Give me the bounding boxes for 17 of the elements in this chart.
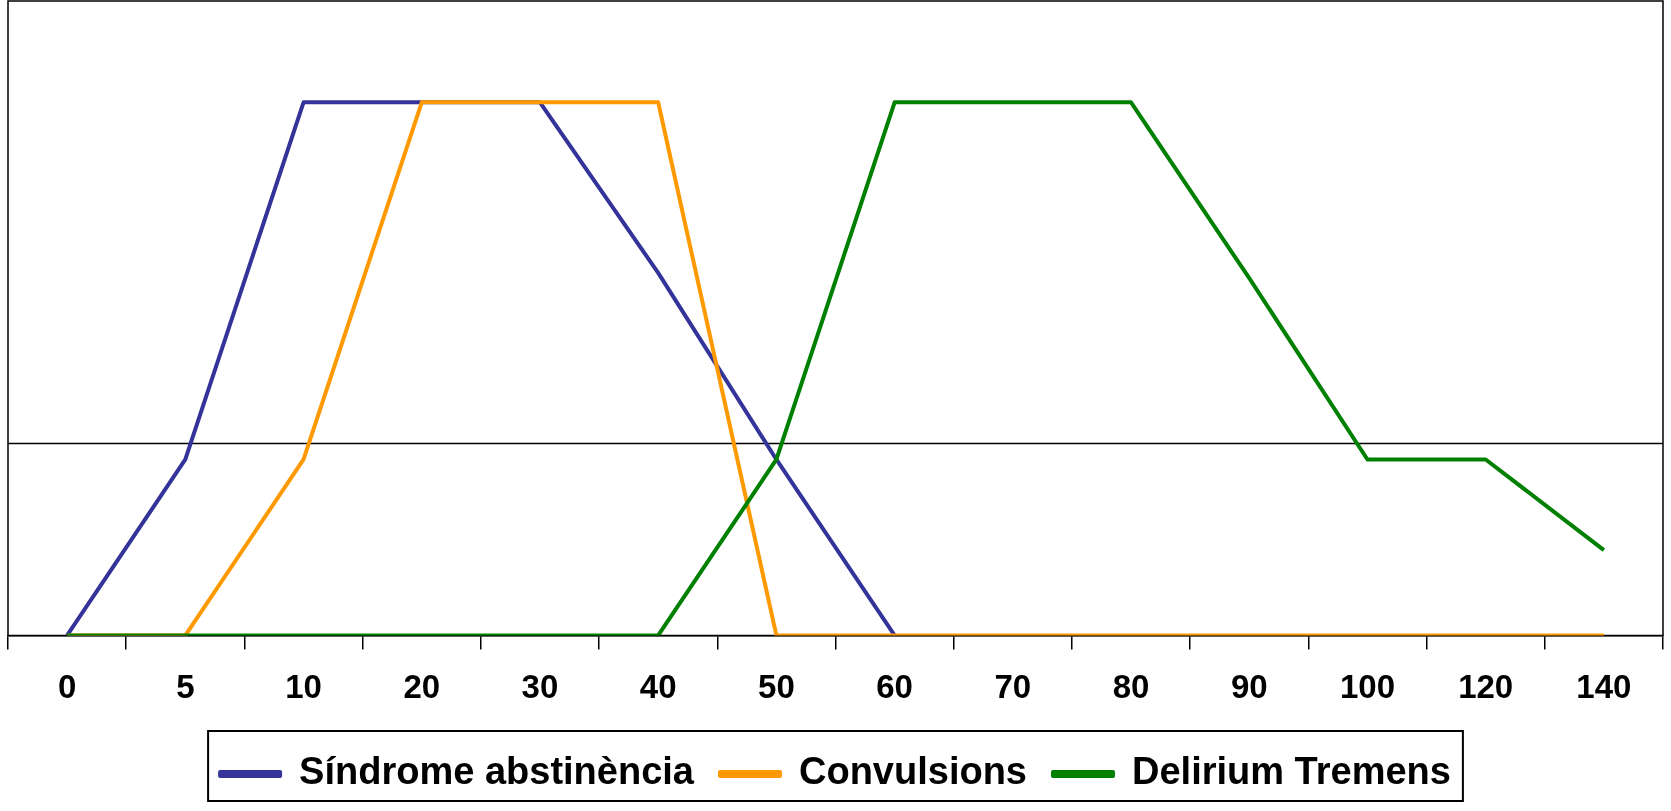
x-tick-label: 120 — [1458, 668, 1514, 706]
x-tick-label: 140 — [1576, 668, 1632, 706]
legend-label: Convulsions — [798, 750, 1028, 793]
x-tick-label: 40 — [639, 668, 677, 706]
x-tick-label: 10 — [285, 668, 322, 706]
x-tick-label: 30 — [521, 668, 559, 706]
legend-label: Síndrome abstinència — [299, 750, 695, 793]
x-tick-label: 80 — [1112, 668, 1150, 706]
x-tick-label: 20 — [403, 668, 441, 706]
x-tick-label: 60 — [876, 668, 913, 706]
x-tick-label: 90 — [1230, 668, 1268, 706]
x-tick-label: 0 — [57, 668, 77, 706]
x-tick-label: 50 — [758, 668, 795, 706]
x-tick-label: 70 — [994, 668, 1032, 706]
x-tick-label: 100 — [1339, 668, 1395, 706]
legend-label: Delirium Tremens — [1132, 750, 1451, 793]
x-tick-label: 5 — [176, 668, 195, 706]
